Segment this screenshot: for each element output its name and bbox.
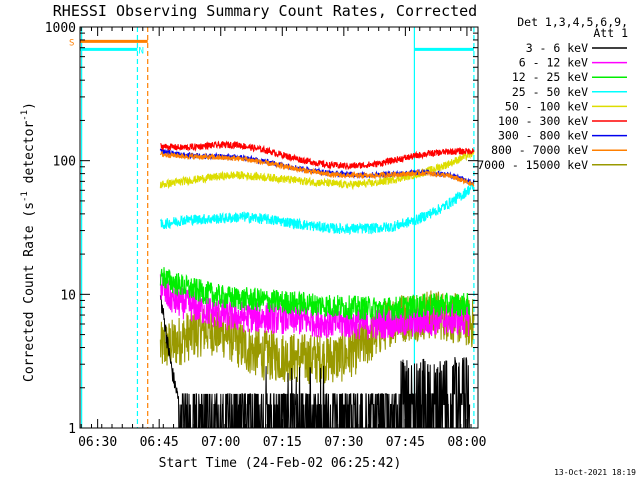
legend-label-0: 3 - 6 keV bbox=[526, 41, 588, 55]
x-axis-label: Start Time (24-Feb-02 06:25:42) bbox=[159, 456, 402, 471]
y-tick-label-0: 1 bbox=[68, 422, 76, 437]
legend-header-line2: Att 1 bbox=[593, 26, 628, 40]
x-tick-label-0: 06:30 bbox=[78, 435, 117, 450]
legend-label-1: 6 - 12 keV bbox=[519, 56, 588, 70]
flag-label-0: S bbox=[69, 38, 74, 48]
legend-header-line1: Det 1,3,4,5,6,9, bbox=[517, 15, 628, 29]
series-line-1 bbox=[159, 274, 471, 340]
y-tick-label-2: 100 bbox=[53, 155, 76, 170]
series-layer bbox=[159, 140, 475, 428]
y-axis-label-sup2: -1 bbox=[20, 110, 30, 121]
y-tick-label-3: 1000 bbox=[45, 21, 76, 36]
y-axis-label-mid: detector bbox=[22, 121, 37, 192]
y-tick-label-1: 10 bbox=[60, 288, 76, 303]
legend: Det 1,3,4,5,6,9, Att 1 bbox=[517, 15, 628, 40]
flag-label-1: N bbox=[138, 46, 143, 56]
x-tick-label-6: 08:00 bbox=[447, 435, 486, 450]
legend-label-7: 800 - 7000 keV bbox=[491, 143, 588, 157]
series-line-7 bbox=[159, 150, 475, 187]
legend-label-4: 50 - 100 keV bbox=[505, 99, 588, 113]
legend-label-2: 12 - 25 keV bbox=[512, 70, 588, 84]
x-tick-label-1: 06:45 bbox=[140, 435, 179, 450]
y-axis-label-end: ) bbox=[22, 102, 37, 110]
y-axis-label-main: Corrected Count Rate (s bbox=[22, 202, 37, 382]
x-tick-label-4: 07:30 bbox=[324, 435, 363, 450]
series-line-3 bbox=[159, 181, 475, 236]
x-tick-label-5: 07:45 bbox=[386, 435, 425, 450]
x-tick-label-3: 07:15 bbox=[263, 435, 302, 450]
footer-timestamp: 13-Oct-2021 18:19 bbox=[554, 468, 636, 477]
legend-label-6: 300 - 800 keV bbox=[498, 129, 588, 143]
chart-title: RHESSI Observing Summary Count Rates, Co… bbox=[53, 2, 477, 20]
flags-layer: SN bbox=[69, 38, 474, 56]
series-line-5 bbox=[160, 140, 475, 171]
series-line-2 bbox=[159, 267, 471, 321]
legend-label-8: 7000 - 15000 keV bbox=[477, 158, 588, 172]
legend-label-3: 25 - 50 keV bbox=[512, 85, 588, 99]
plot-frame bbox=[79, 26, 479, 429]
legend-label-5: 100 - 300 keV bbox=[498, 114, 588, 128]
x-tick-label-2: 07:00 bbox=[201, 435, 240, 450]
y-axis-label-sup1: -1 bbox=[20, 191, 30, 202]
y-axis-label: Corrected Count Rate (s-1 detector-1) bbox=[20, 102, 37, 382]
annotation-lines bbox=[81, 27, 475, 428]
axes-layer: 1 10 100 1000 06:30 06:45 07:00 07:15 07:30 07:45… bbox=[45, 21, 487, 450]
series-line-0 bbox=[159, 295, 471, 428]
